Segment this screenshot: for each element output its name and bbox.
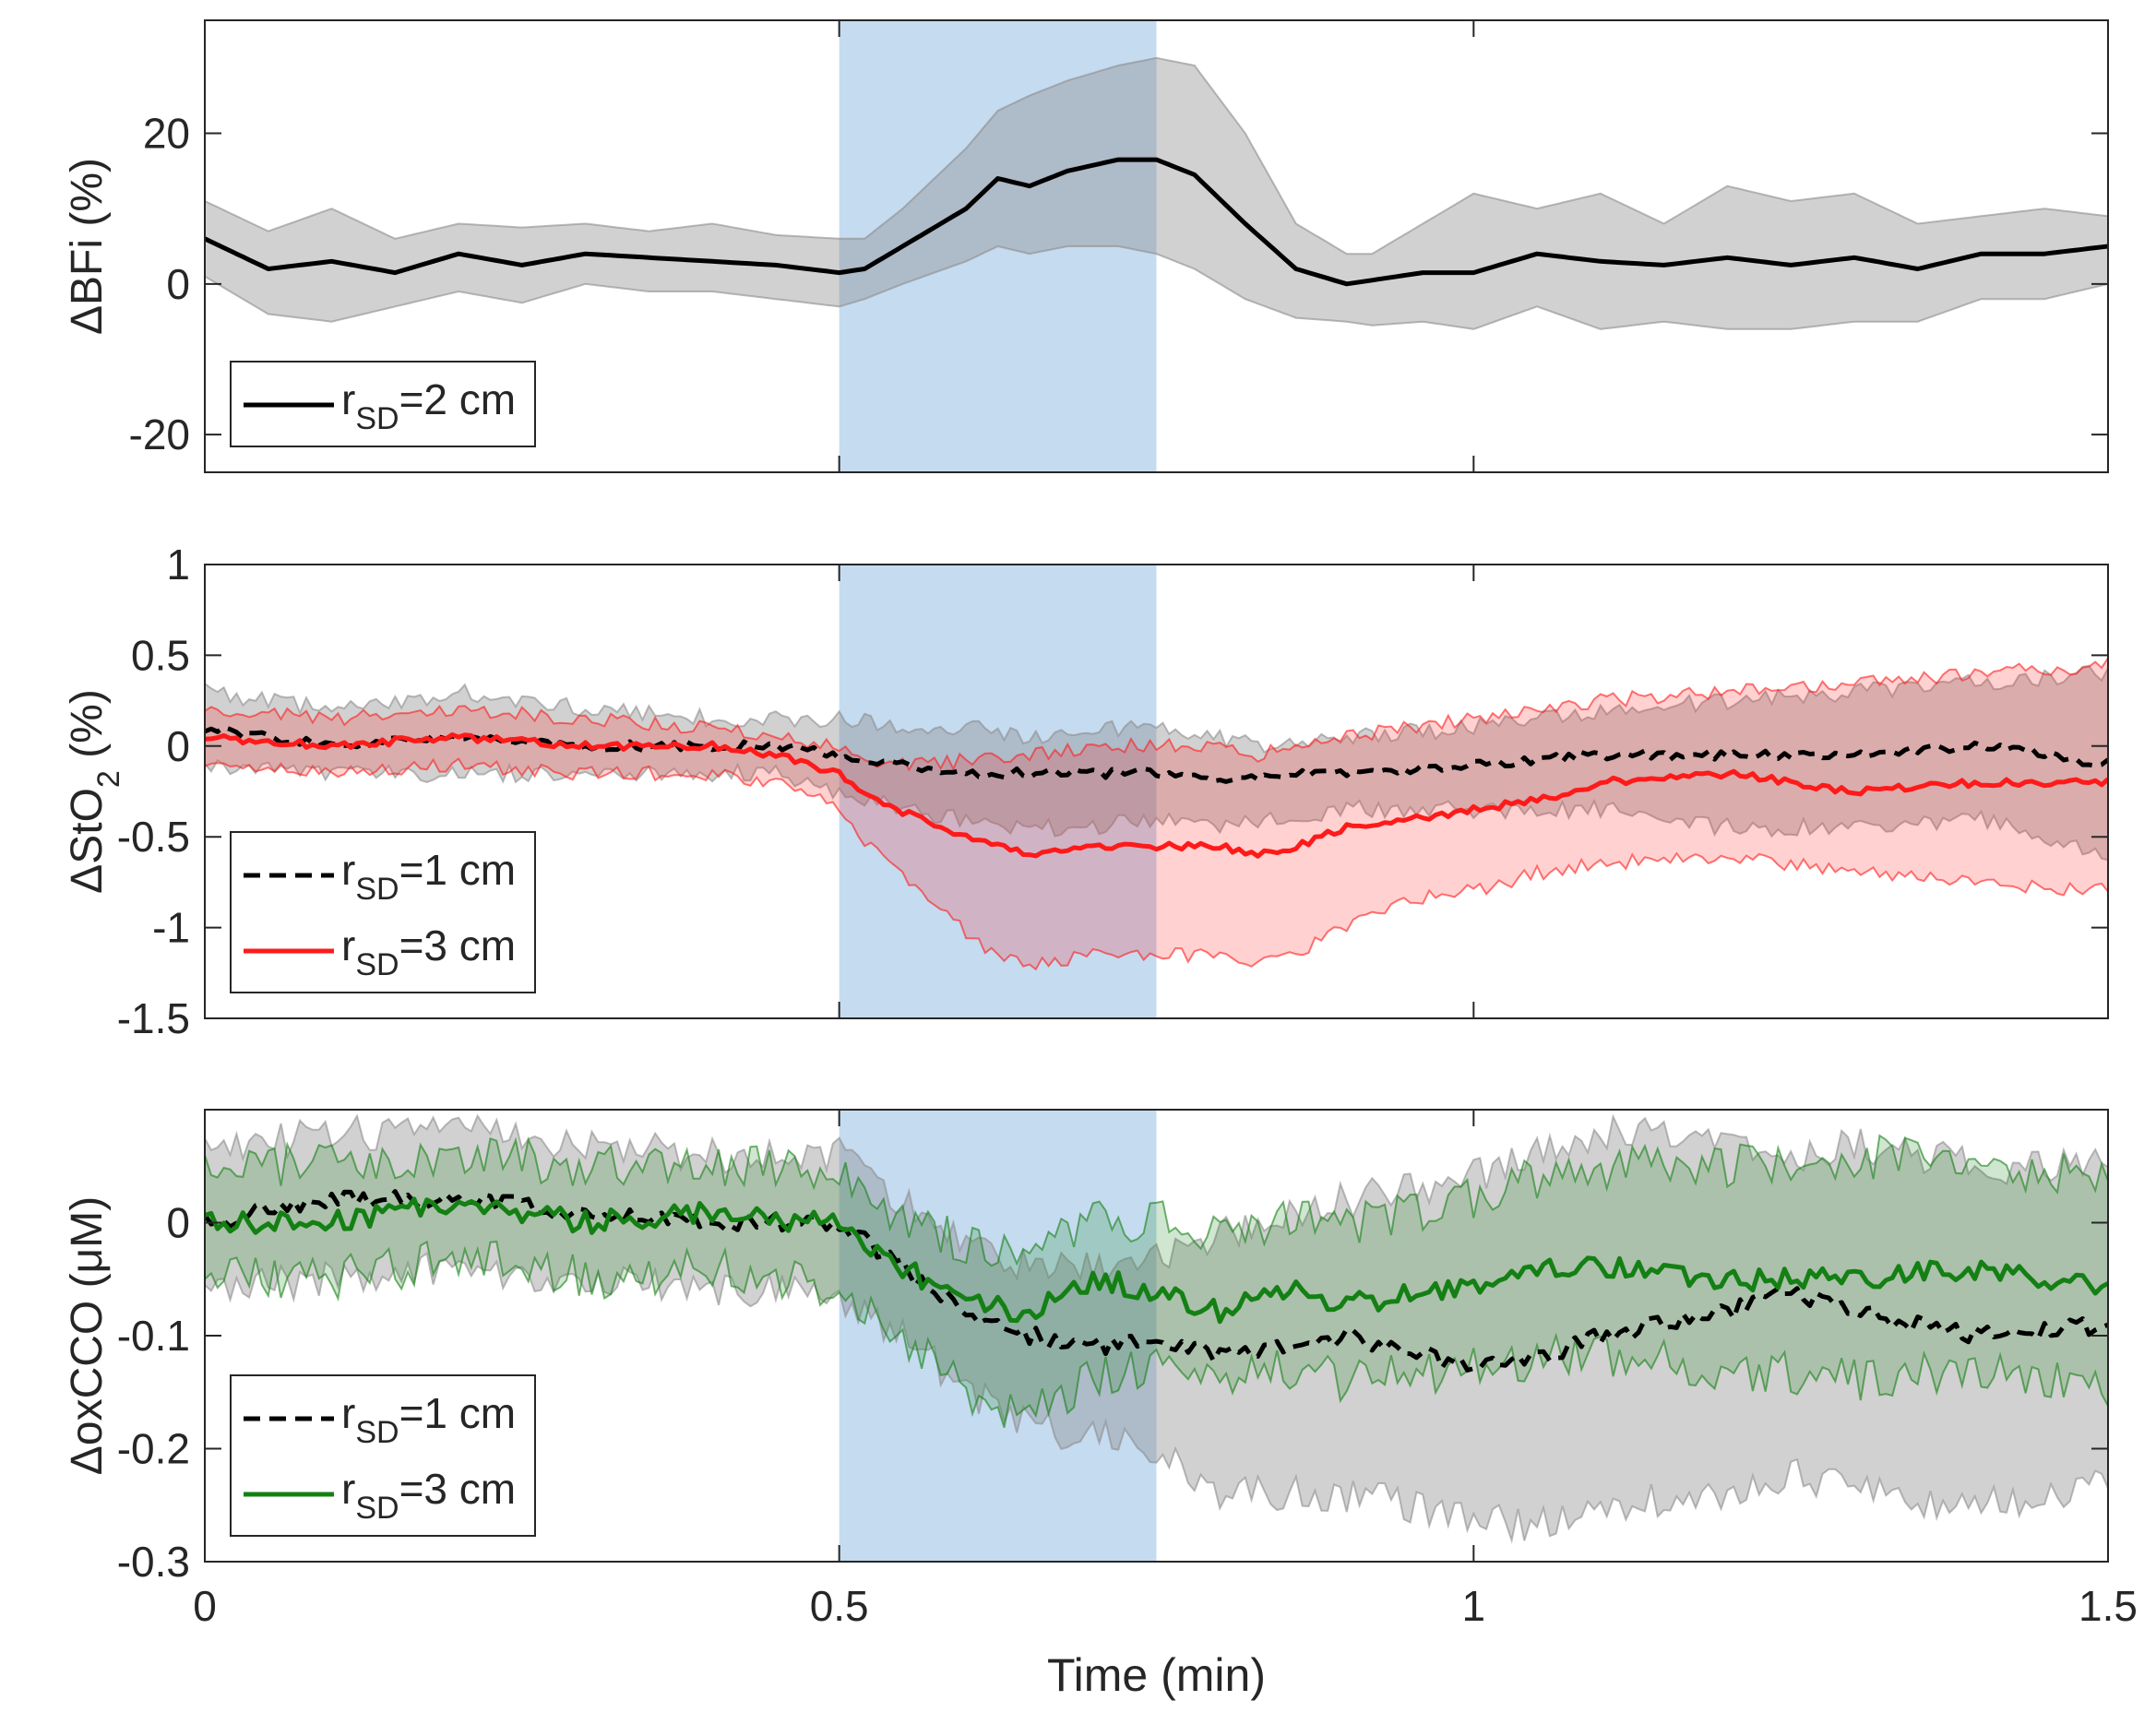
y-tick-label: -1.5 [117,994,190,1042]
y-tick-label: -0.2 [117,1425,190,1473]
series-line-oxcco-0 [205,1189,2108,1373]
y-tick-label: -0.1 [117,1312,190,1360]
y-tick-label: 0 [166,722,190,770]
stimulus-window [839,1110,1157,1562]
y-tick-label: 0.5 [131,631,190,679]
y-tick-label: 0 [166,1199,190,1247]
x-tick-label: 1.5 [2079,1582,2138,1630]
series-line-bfi-0 [205,157,2108,287]
y-tick-label: 0 [166,260,190,308]
stimulus-window [839,565,1157,1018]
x-tick-label: 0 [193,1582,217,1630]
series-line-oxcco-1 [205,1196,2108,1325]
y-tick-label: -20 [129,410,190,458]
band-sto2-1 [205,656,2108,971]
plot-area [205,1113,2108,1544]
y-tick-label: 1 [166,541,190,589]
axes-box [204,19,2109,473]
band-oxcco-0 [205,1113,2108,1544]
band-oxcco-1 [205,1134,2108,1428]
y-tick-label: 20 [143,110,190,158]
band-sto2-0 [205,664,2108,862]
legend-box [230,831,536,993]
x-tick-label: 1 [1462,1582,1486,1630]
x-tick-label: 0.5 [810,1582,869,1630]
y-axis-label: ΔBFi (%) [63,158,112,335]
x-axis-label: Time (min) [1047,1649,1266,1701]
plot-area [205,56,2108,330]
plot-area [205,656,2108,971]
y-axis-label: ΔStO2 (%) [63,689,126,894]
y-tick-label: -1 [152,904,190,952]
series-line-sto2-1 [205,731,2108,859]
axes-box [204,564,2109,1019]
y-tick-label: -0.3 [117,1538,190,1586]
legend-box [230,1374,536,1537]
y-axis-label: ΔoxCCO (μM) [63,1196,112,1475]
y-tick-label: -0.5 [117,813,190,861]
